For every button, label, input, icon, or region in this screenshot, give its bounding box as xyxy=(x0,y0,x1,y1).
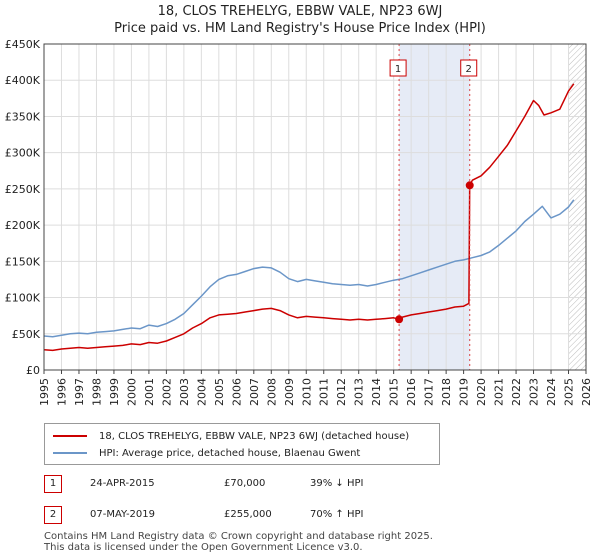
legend-item-hpi: HPI: Average price, detached house, Blae… xyxy=(45,444,360,462)
x-tick-label: 1997 xyxy=(73,378,86,406)
x-tick-label: 2023 xyxy=(528,378,541,406)
x-tick-label: 2016 xyxy=(405,378,418,406)
x-tick-label: 2004 xyxy=(195,378,208,406)
sale-marker-box xyxy=(389,59,407,77)
transaction-row: 2 07-MAY-2019 £255,000 70% ↑ HPI xyxy=(44,506,544,524)
legend-swatch-hpi xyxy=(53,452,87,454)
plot-background xyxy=(44,44,586,370)
transaction-price: £255,000 xyxy=(224,509,272,520)
x-tick-label: 2007 xyxy=(248,378,261,406)
footer-licence: This data is licensed under the Open Gov… xyxy=(44,542,363,553)
legend-label-property: 18, CLOS TREHELYG, EBBW VALE, NP23 6WJ (… xyxy=(99,430,410,442)
sale-point xyxy=(465,181,474,190)
price-chart: 1 2 £0 £50K £100K £150K £200K £250K £300K £350K £… xyxy=(5,38,593,406)
x-tick-label: 2000 xyxy=(125,378,138,406)
transaction-hpi: 70% ↑ HPI xyxy=(310,509,364,520)
hpi-series-line xyxy=(43,199,575,338)
forecast-hatch xyxy=(568,44,586,370)
sale-marker-label: 2 xyxy=(466,64,472,75)
y-tick-label: £400K xyxy=(5,74,41,87)
x-tick-label: 2001 xyxy=(143,378,156,406)
x-tick-label: 2002 xyxy=(160,378,173,406)
x-tick-label: 2026 xyxy=(580,378,593,406)
x-tick-label: 2019 xyxy=(458,378,471,406)
plot-frame xyxy=(43,43,587,371)
x-tick-label: 2014 xyxy=(370,378,383,406)
y-tick-label: £0 xyxy=(26,364,40,377)
x-tick-label: 2025 xyxy=(563,378,576,406)
y-tick-label: £200K xyxy=(5,219,41,232)
legend-swatch-property xyxy=(53,435,87,437)
y-tick-label: £100K xyxy=(5,292,41,305)
x-tick-label: 2006 xyxy=(230,378,243,406)
legend-item-property: 18, CLOS TREHELYG, EBBW VALE, NP23 6WJ (… xyxy=(45,427,409,445)
y-tick-label: £300K xyxy=(5,147,41,160)
x-tick-label: 2009 xyxy=(283,378,296,406)
transaction-date: 24-APR-2015 xyxy=(90,478,155,489)
x-tick-label: 2005 xyxy=(213,378,226,406)
x-tick-label: 1995 xyxy=(38,378,51,406)
x-tick-label: 1998 xyxy=(90,378,103,406)
x-tick-label: 2013 xyxy=(353,378,366,406)
x-tick-label: 2024 xyxy=(545,378,558,406)
x-tick-label: 2015 xyxy=(388,378,401,406)
footer-copyright: Contains HM Land Registry data © Crown c… xyxy=(44,531,433,542)
y-tick-label: £250K xyxy=(5,183,41,196)
footer: Contains HM Land Registry data © Crown c… xyxy=(44,531,433,553)
x-tick-label: 1996 xyxy=(55,378,68,406)
transaction-number: 1 xyxy=(44,475,62,493)
y-tick-label: £50K xyxy=(12,328,41,341)
x-tick-label: 2011 xyxy=(318,378,331,406)
sale-marker-label: 1 xyxy=(395,64,401,75)
shaded-period xyxy=(399,44,470,370)
chart-title: 18, CLOS TREHELYG, EBBW VALE, NP23 6WJ xyxy=(157,4,443,19)
x-tick-label: 2008 xyxy=(265,378,278,406)
chart-subtitle: Price paid vs. HM Land Registry's House … xyxy=(114,21,486,36)
x-tick-label: 2012 xyxy=(335,378,348,406)
x-tick-label: 2010 xyxy=(300,378,313,406)
transaction-price: £70,000 xyxy=(224,478,266,489)
transaction-row: 1 24-APR-2015 £70,000 39% ↓ HPI xyxy=(44,475,544,493)
transaction-number: 2 xyxy=(44,506,62,524)
y-tick-label: £450K xyxy=(5,38,41,51)
y-tick-label: £150K xyxy=(5,255,41,268)
x-tick-label: 1999 xyxy=(108,378,121,406)
sale-point xyxy=(395,315,404,324)
transaction-date: 07-MAY-2019 xyxy=(90,509,156,520)
x-tick-label: 2003 xyxy=(178,378,191,406)
transaction-hpi: 39% ↓ HPI xyxy=(310,478,364,489)
y-tick-label: £350K xyxy=(5,110,41,123)
x-tick-label: 2017 xyxy=(423,378,436,406)
x-tick-label: 2020 xyxy=(475,378,488,406)
property-series-line xyxy=(43,83,575,352)
x-tick-label: 2022 xyxy=(510,378,523,406)
chart-legend: 18, CLOS TREHELYG, EBBW VALE, NP23 6WJ (… xyxy=(44,423,440,465)
x-tick-label: 2018 xyxy=(440,378,453,406)
sale-marker-box xyxy=(460,59,478,77)
legend-label-hpi: HPI: Average price, detached house, Blae… xyxy=(99,447,361,459)
x-tick-label: 2021 xyxy=(493,378,506,406)
